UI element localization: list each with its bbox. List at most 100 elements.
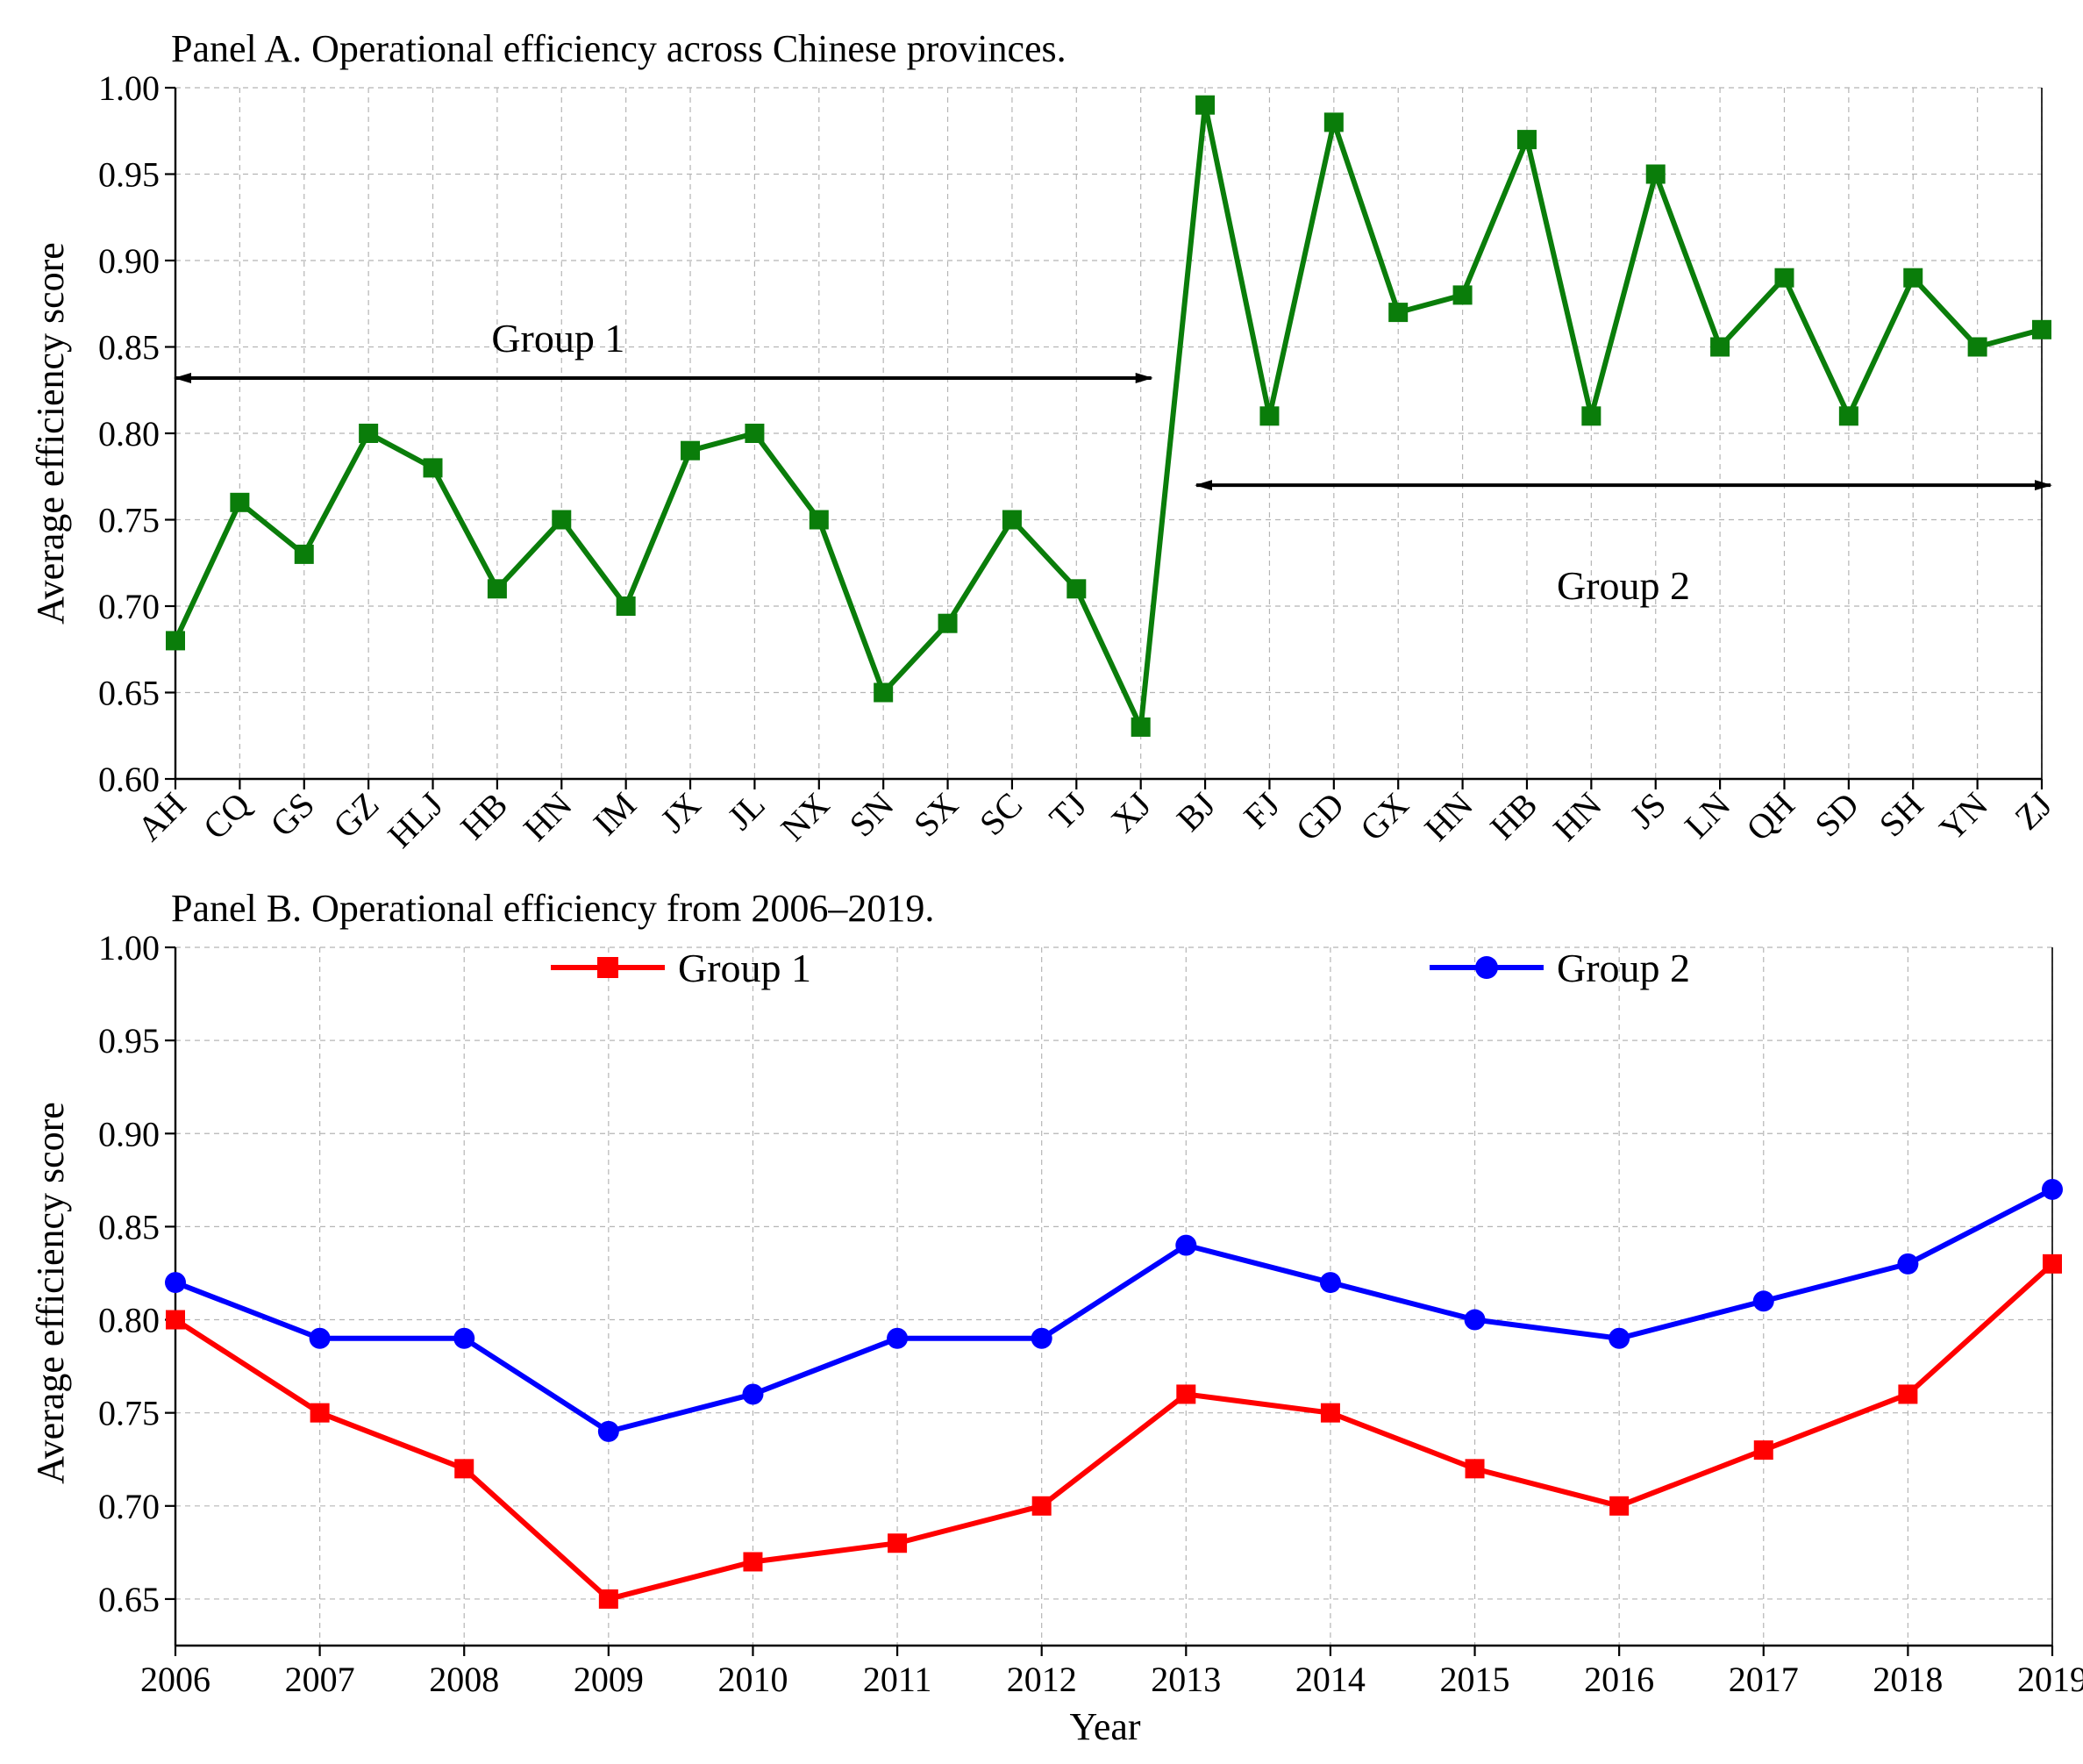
x-tick-label: IM bbox=[586, 785, 644, 843]
x-tick-label: GS bbox=[262, 785, 322, 845]
y-tick-label: 0.80 bbox=[98, 414, 160, 453]
y-tick-label: 0.90 bbox=[98, 1114, 160, 1153]
panel-a-series-point bbox=[1388, 303, 1408, 322]
series-2-point bbox=[310, 1328, 331, 1349]
panel-b-legend: Group 1 Group 2 bbox=[551, 946, 1690, 990]
x-tick-label: GX bbox=[1352, 784, 1416, 848]
series-2-point bbox=[1031, 1328, 1052, 1349]
panel-a-series-point bbox=[230, 493, 249, 512]
panel-a-series-point bbox=[617, 596, 636, 616]
panel-a-series-point bbox=[552, 511, 571, 530]
panel-b-x-axis-label: Year bbox=[1069, 1705, 1140, 1748]
x-tick-label: 2018 bbox=[1873, 1660, 1943, 1699]
panel-a-grid bbox=[175, 88, 2042, 779]
panel-a-series-point bbox=[166, 631, 185, 650]
x-tick-label: SC bbox=[972, 785, 1030, 843]
y-tick-label: 1.00 bbox=[98, 928, 160, 968]
x-tick-label: JS bbox=[1623, 785, 1674, 837]
panel-a-series-point bbox=[1324, 112, 1344, 132]
series-1-point bbox=[743, 1552, 762, 1571]
panel-a-series-point bbox=[1774, 268, 1794, 288]
panel-a-y-axis-label: Average efficiency score bbox=[29, 242, 72, 625]
x-tick-label: SH bbox=[1872, 785, 1931, 845]
y-tick-label: 0.90 bbox=[98, 241, 160, 281]
series-1-point bbox=[1321, 1403, 1340, 1423]
x-tick-label: HLJ bbox=[380, 785, 451, 856]
x-tick-label: FJ bbox=[1236, 785, 1288, 837]
series-1-point bbox=[1898, 1384, 1917, 1403]
series-1-point bbox=[166, 1311, 185, 1330]
panel-b-title: Panel B. Operational efficiency from 200… bbox=[171, 887, 934, 930]
x-tick-label: SX bbox=[906, 784, 966, 844]
x-tick-label: 2019 bbox=[2017, 1660, 2083, 1699]
y-tick-label: 0.65 bbox=[98, 674, 160, 713]
panel-b-y-axis-label: Average efficiency score bbox=[29, 1102, 72, 1484]
legend-label: Group 2 bbox=[1557, 946, 1690, 990]
series-2-line bbox=[175, 1189, 2052, 1432]
x-tick-label: GZ bbox=[325, 785, 387, 846]
x-tick-label: 2011 bbox=[863, 1660, 932, 1699]
series-1-point bbox=[2043, 1254, 2062, 1274]
panel-b-x-ticks: 2006 2007 2008 2009 2010 2011 2012 2013 2014 2015… bbox=[140, 1646, 2083, 1699]
series-2-point bbox=[742, 1383, 763, 1404]
panel-a-series-point bbox=[874, 683, 893, 703]
x-tick-label: HB bbox=[1482, 785, 1544, 847]
x-tick-label: HN bbox=[1545, 785, 1609, 849]
panel-a-series-point bbox=[938, 614, 958, 633]
panel-a-series bbox=[166, 96, 2051, 737]
series-2-point bbox=[2042, 1179, 2063, 1200]
x-tick-label: 2012 bbox=[1007, 1660, 1077, 1699]
series-1-point bbox=[1466, 1459, 1485, 1478]
x-tick-label: GD bbox=[1288, 785, 1352, 849]
series-1-point bbox=[888, 1533, 907, 1553]
series-2-point bbox=[453, 1328, 474, 1349]
series-2-point bbox=[887, 1328, 908, 1349]
panel-b-chart: Panel B. Operational efficiency from 200… bbox=[29, 887, 2083, 1748]
x-tick-label: LN bbox=[1677, 785, 1738, 846]
panel-a-series-point bbox=[295, 545, 314, 564]
x-tick-label: YN bbox=[1931, 785, 1995, 849]
legend-marker bbox=[597, 957, 618, 978]
panel-a-annotations: Group 1 Group 2 bbox=[175, 316, 2051, 608]
panel-a-series-point bbox=[1259, 406, 1279, 425]
y-tick-label: 0.60 bbox=[98, 760, 160, 799]
y-tick-label: 0.75 bbox=[98, 501, 160, 540]
x-tick-label: 2016 bbox=[1584, 1660, 1654, 1699]
series-2-point bbox=[1465, 1310, 1486, 1331]
panel-a-series-point bbox=[1581, 406, 1601, 425]
y-tick-label: 0.85 bbox=[98, 1207, 160, 1246]
panel-b-y-ticks: 0.65 0.70 0.75 0.80 0.85 0.90 0.95 1.00 bbox=[98, 928, 175, 1619]
panel-a-series-point bbox=[681, 441, 700, 461]
series-1-point bbox=[1609, 1496, 1629, 1516]
panel-a-series-point bbox=[1839, 406, 1858, 425]
panel-a-series-point bbox=[1646, 165, 1666, 184]
x-tick-label: XJ bbox=[1103, 785, 1159, 840]
series-2-point bbox=[1609, 1328, 1630, 1349]
x-tick-label: SD bbox=[1807, 785, 1866, 845]
panel-a-series-point bbox=[1195, 96, 1215, 115]
legend-item: Group 2 bbox=[1430, 946, 1690, 990]
x-tick-label: NX bbox=[773, 784, 837, 848]
x-tick-label: ZJ bbox=[2007, 785, 2059, 838]
panel-a-series-point bbox=[1453, 285, 1473, 304]
series-1-point bbox=[454, 1459, 474, 1478]
y-tick-label: 1.00 bbox=[98, 68, 160, 108]
panel-a-series-point bbox=[1002, 511, 1022, 530]
panel-a-series-point bbox=[1517, 130, 1537, 149]
x-tick-label: 2017 bbox=[1729, 1660, 1799, 1699]
panel-a-y-ticks: 0.60 0.65 0.70 0.75 0.80 0.85 0.90 0.95 1.00 bbox=[98, 68, 175, 799]
panel-a-series-point bbox=[745, 424, 764, 443]
series-1-point bbox=[1176, 1384, 1195, 1403]
x-tick-label: HN bbox=[516, 785, 580, 849]
x-tick-label: BJ bbox=[1169, 785, 1223, 839]
y-tick-label: 0.70 bbox=[98, 1487, 160, 1526]
x-tick-label: HB bbox=[453, 785, 515, 847]
panel-a-series-point bbox=[424, 458, 443, 477]
panel-b-series bbox=[165, 1179, 2063, 1609]
panel-a-series-point bbox=[2032, 320, 2051, 339]
x-tick-label: 2013 bbox=[1151, 1660, 1221, 1699]
y-tick-label: 0.65 bbox=[98, 1580, 160, 1619]
x-tick-label: JL bbox=[720, 785, 773, 838]
legend-item: Group 1 bbox=[551, 946, 811, 990]
